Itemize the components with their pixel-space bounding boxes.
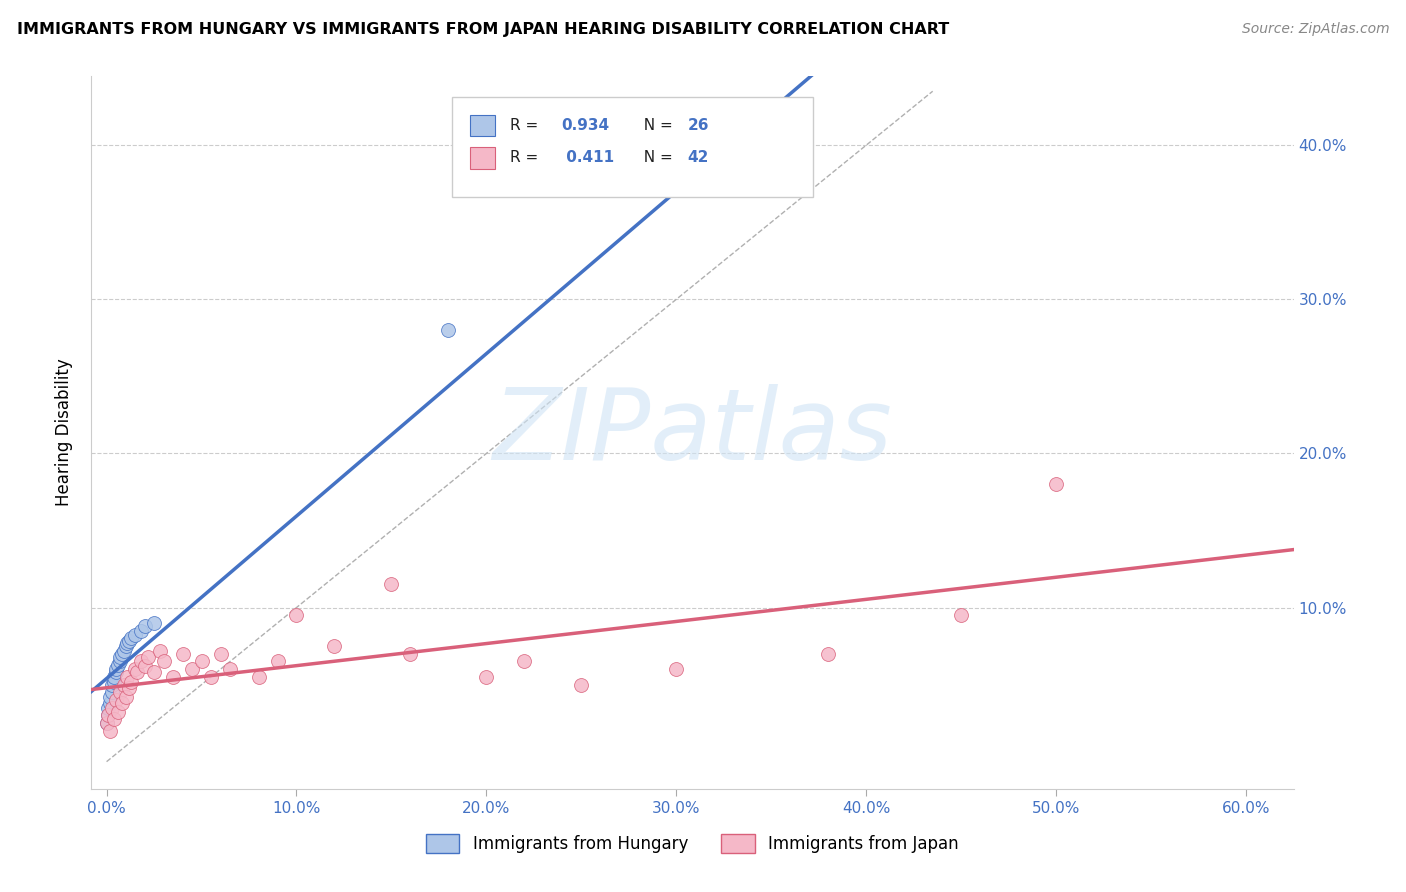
Point bbox=[96, 716, 118, 731]
Point bbox=[665, 662, 688, 676]
Point bbox=[111, 696, 134, 710]
Point bbox=[112, 678, 135, 692]
Point bbox=[513, 655, 536, 669]
Text: 0.934: 0.934 bbox=[561, 119, 610, 133]
Point bbox=[118, 681, 141, 695]
Point bbox=[219, 662, 242, 676]
Point bbox=[97, 700, 120, 714]
Point bbox=[129, 624, 152, 638]
Point bbox=[105, 693, 128, 707]
Point bbox=[120, 632, 142, 646]
Point bbox=[149, 643, 172, 657]
Point bbox=[105, 662, 128, 676]
Point bbox=[761, 138, 783, 153]
Bar bbox=[470, 115, 495, 136]
Point bbox=[117, 670, 139, 684]
Text: Source: ZipAtlas.com: Source: ZipAtlas.com bbox=[1241, 22, 1389, 37]
Legend: Immigrants from Hungary, Immigrants from Japan: Immigrants from Hungary, Immigrants from… bbox=[419, 827, 966, 860]
Point bbox=[138, 649, 160, 664]
Y-axis label: Hearing Disability: Hearing Disability bbox=[55, 359, 73, 507]
Point bbox=[97, 708, 120, 723]
Point bbox=[125, 665, 148, 680]
Point bbox=[105, 665, 128, 680]
Point bbox=[100, 723, 122, 738]
Point bbox=[569, 678, 592, 692]
Point bbox=[172, 647, 194, 661]
Point bbox=[108, 685, 131, 699]
Point bbox=[1045, 477, 1067, 491]
Point bbox=[162, 670, 184, 684]
Text: IMMIGRANTS FROM HUNGARY VS IMMIGRANTS FROM JAPAN HEARING DISABILITY CORRELATION : IMMIGRANTS FROM HUNGARY VS IMMIGRANTS FR… bbox=[17, 22, 949, 37]
Text: 0.411: 0.411 bbox=[561, 151, 614, 165]
Point bbox=[134, 659, 156, 673]
Point bbox=[143, 615, 166, 630]
Bar bbox=[470, 147, 495, 169]
Text: 26: 26 bbox=[688, 119, 709, 133]
Text: N =: N = bbox=[634, 119, 678, 133]
Point bbox=[209, 647, 232, 661]
Point bbox=[117, 636, 139, 650]
Point bbox=[100, 690, 122, 704]
Point bbox=[96, 716, 118, 731]
Point bbox=[143, 665, 166, 680]
Point bbox=[950, 608, 973, 623]
Point bbox=[399, 647, 422, 661]
Point bbox=[114, 639, 136, 653]
Point bbox=[266, 655, 288, 669]
Point bbox=[97, 708, 120, 723]
Point bbox=[200, 670, 222, 684]
Point bbox=[120, 674, 142, 689]
Point bbox=[103, 674, 125, 689]
Point bbox=[323, 639, 346, 653]
Point bbox=[101, 678, 124, 692]
Point bbox=[817, 647, 839, 661]
FancyBboxPatch shape bbox=[451, 97, 813, 197]
Point bbox=[475, 670, 498, 684]
Point bbox=[190, 655, 212, 669]
Point bbox=[103, 670, 125, 684]
Text: R =: R = bbox=[510, 151, 543, 165]
Point bbox=[111, 647, 134, 661]
Point bbox=[107, 706, 129, 720]
Text: R =: R = bbox=[510, 119, 543, 133]
Point bbox=[103, 712, 125, 726]
Point bbox=[285, 608, 308, 623]
Point bbox=[101, 700, 124, 714]
Point bbox=[129, 655, 152, 669]
Point bbox=[101, 685, 124, 699]
Point bbox=[100, 696, 122, 710]
Text: N =: N = bbox=[634, 151, 678, 165]
Point bbox=[134, 619, 156, 633]
Point bbox=[181, 662, 204, 676]
Text: 42: 42 bbox=[688, 151, 709, 165]
Point bbox=[118, 634, 141, 648]
Point bbox=[380, 577, 402, 591]
Point bbox=[114, 690, 136, 704]
Point bbox=[124, 628, 146, 642]
Point bbox=[108, 655, 131, 669]
Point bbox=[247, 670, 270, 684]
Text: ZIPatlas: ZIPatlas bbox=[492, 384, 893, 481]
Point bbox=[112, 643, 135, 657]
Point bbox=[107, 657, 129, 672]
Point bbox=[152, 655, 174, 669]
Point bbox=[108, 649, 131, 664]
Point bbox=[437, 323, 460, 337]
Point bbox=[124, 662, 146, 676]
